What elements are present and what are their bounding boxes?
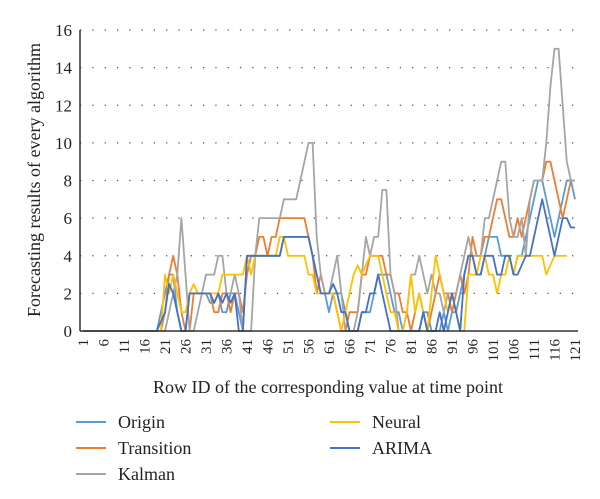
x-tick-label: 6 <box>97 339 113 347</box>
legend-label: Kalman <box>118 463 175 484</box>
x-tick-label: 96 <box>466 339 482 355</box>
x-tick-label: 41 <box>240 339 256 354</box>
x-tick-label: 31 <box>199 339 215 354</box>
y-axis-ticks: 0 2 4 6 8 10 12 14 16 <box>55 21 73 341</box>
legend-swatch-arima <box>330 447 360 449</box>
legend-swatch-neural <box>330 421 360 423</box>
legend-label: ARIMA <box>372 437 433 458</box>
legend-item-arima: ARIMA <box>330 436 432 460</box>
x-tick-label: 46 <box>261 339 277 355</box>
series-line-arima <box>83 198 575 332</box>
y-tick-label: 0 <box>64 322 73 341</box>
legend-item-neural: Neural <box>330 410 421 434</box>
legend-swatch-origin <box>76 421 106 423</box>
x-tick-label: 71 <box>363 339 379 354</box>
x-tick-label: 11 <box>117 339 133 353</box>
legend-label: Neural <box>372 411 421 432</box>
series-lines <box>83 47 576 332</box>
x-tick-label: 111 <box>527 339 543 360</box>
x-tick-label: 26 <box>179 339 195 355</box>
y-tick-label: 8 <box>64 172 73 191</box>
x-tick-label: 106 <box>507 339 523 362</box>
x-tick-label: 56 <box>302 339 318 355</box>
legend-swatch-transition <box>76 447 106 449</box>
y-tick-label: 16 <box>55 21 72 40</box>
y-tick-label: 4 <box>64 247 73 266</box>
x-axis-title: Row ID of the corresponding value at tim… <box>153 377 503 397</box>
legend-item-kalman: Kalman <box>76 462 175 486</box>
y-tick-label: 12 <box>55 96 72 115</box>
x-tick-label: 86 <box>425 339 441 355</box>
x-tick-label: 116 <box>548 339 564 361</box>
x-tick-label: 21 <box>158 339 174 354</box>
x-axis-ticks: 1 6 11 16 21 26 31 36 41 46 51 56 61 66 71 76 81 86 91 96 10… <box>76 339 584 362</box>
x-tick-label: 16 <box>138 339 154 355</box>
y-tick-label: 14 <box>55 59 73 78</box>
x-tick-label: 91 <box>445 339 461 354</box>
x-tick-label: 51 <box>281 339 297 354</box>
x-tick-label: 36 <box>220 339 236 355</box>
x-tick-label: 81 <box>404 339 420 354</box>
series-line-origin <box>83 179 576 332</box>
x-tick-label: 61 <box>322 339 338 354</box>
x-tick-label: 66 <box>343 339 359 355</box>
y-tick-label: 2 <box>64 284 73 303</box>
legend-item-origin: Origin <box>76 410 165 434</box>
series-line-kalman <box>83 47 575 332</box>
legend-label: Origin <box>118 411 165 432</box>
y-axis-title: Forecasting results of every algorithm <box>24 43 44 317</box>
series-line-neural <box>83 235 567 332</box>
legend: Origin Transition Kalman Neural ARIMA <box>0 410 600 495</box>
legend-swatch-kalman <box>76 473 106 475</box>
x-tick-label: 1 <box>76 339 92 347</box>
series-line-transition <box>83 160 575 332</box>
x-tick-label: 101 <box>486 339 502 362</box>
legend-item-transition: Transition <box>76 436 191 460</box>
legend-label: Transition <box>118 437 192 458</box>
y-tick-label: 6 <box>64 209 73 228</box>
x-tick-label: 76 <box>384 339 400 355</box>
y-tick-label: 10 <box>55 134 72 153</box>
x-tick-label: 121 <box>568 339 584 362</box>
